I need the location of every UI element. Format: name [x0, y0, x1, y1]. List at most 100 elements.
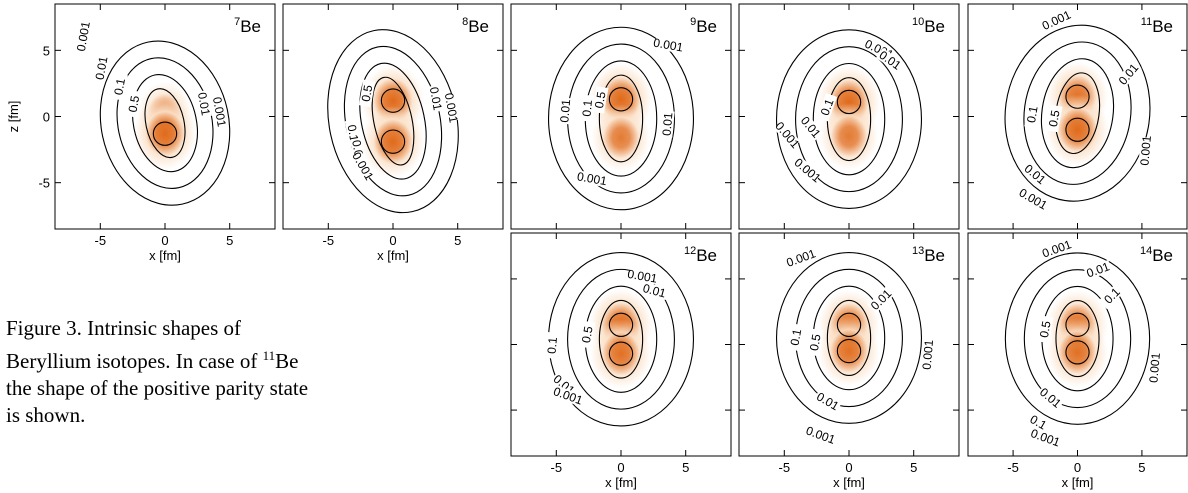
contour-label: 0.1	[818, 97, 837, 118]
contour-label: 0.001	[1017, 185, 1050, 212]
contour-label: 0.5	[592, 90, 609, 109]
isotope-mass: 10	[912, 16, 924, 28]
contour-line-0.001	[775, 29, 923, 209]
isotope-label: 11Be	[1141, 16, 1173, 36]
figure-caption: Figure 3. Intrinsic shapes of Beryllium …	[6, 315, 326, 429]
contour-line-0.1	[1040, 58, 1115, 169]
x-tick-label: -5	[779, 460, 791, 475]
isotope-label: 12Be	[684, 245, 717, 265]
isotope-label: 7Be	[234, 16, 261, 36]
x-tick-label: 5	[682, 460, 689, 475]
contour-core-1	[836, 89, 862, 115]
x-tick-label: 0	[161, 233, 168, 248]
contour-label: 0.001	[74, 20, 93, 52]
contour-label: 0.001	[920, 339, 937, 370]
caption-element: Be	[275, 349, 299, 373]
isotope-mass: 8	[462, 16, 468, 28]
x-tick-label: 5	[910, 460, 917, 475]
isotope-mass: 9	[690, 16, 696, 28]
caption-text: Intrinsic shapes of Beryllium isotopes. …	[6, 316, 263, 373]
contour-line-0.5	[371, 76, 415, 166]
isotope-element: Be	[696, 17, 717, 36]
contour-core-2	[836, 338, 862, 364]
contour-line-0.5	[144, 88, 186, 159]
contour-core-1	[380, 88, 406, 113]
contour-line-0.001	[99, 40, 231, 206]
contour-line-0.5	[598, 299, 644, 379]
contour-label: 0.001	[1146, 352, 1163, 383]
isotope-label: 8Be	[462, 16, 489, 36]
x-axis-title: x [fm]	[149, 248, 181, 263]
contour-label: 0.001	[552, 384, 585, 408]
contour-label: 0.01	[93, 55, 111, 81]
contour-core-1	[1065, 84, 1090, 109]
isotope-label: 9Be	[690, 16, 717, 36]
contour-core-1	[836, 312, 862, 338]
isotope-element: Be	[924, 246, 945, 265]
contour-core-2	[380, 129, 406, 154]
x-tick-label: 0	[845, 460, 852, 475]
isotope-mass: 13	[912, 245, 924, 257]
contour-line-0.1	[812, 62, 886, 176]
isotope-element: Be	[1152, 246, 1173, 265]
isotope-label: 13Be	[912, 245, 945, 265]
z-tick-label: -5	[38, 176, 50, 191]
contour-label: 0.5	[579, 325, 596, 344]
x-tick-label: 0	[617, 460, 624, 475]
contour-label: 0.5	[807, 333, 824, 352]
x-axis-title: x [fm]	[1062, 475, 1094, 490]
contour-label: 0.001	[1040, 237, 1073, 261]
contour-line-0.5	[598, 74, 644, 163]
x-axis-title: x [fm]	[377, 248, 409, 263]
z-tick-label: 5	[43, 43, 50, 58]
contour-label: 0.001	[1029, 426, 1062, 450]
contour-label: 0.01	[641, 281, 667, 301]
isotope-label: 10Be	[912, 16, 945, 36]
contour-label: 0.001	[442, 92, 461, 124]
contour-label: 0.001	[576, 169, 608, 188]
x-tick-label: -5	[551, 460, 563, 475]
contour-label: 0.1	[788, 327, 805, 346]
z-tick-label: 0	[43, 110, 50, 125]
isotope-mass: 7	[234, 16, 240, 28]
contour-line-0.001	[1004, 24, 1151, 202]
contour-core-1	[608, 87, 634, 112]
contour-line-0.1	[132, 74, 198, 173]
isotope-element: Be	[240, 17, 261, 36]
contour-line-0.001	[775, 251, 923, 424]
contour-label: 0.001	[1137, 135, 1154, 166]
x-tick-label: 0	[1074, 460, 1081, 475]
x-tick-label: 5	[454, 233, 461, 248]
contour-label: 0.01	[557, 98, 573, 123]
density-lobe-2	[590, 319, 652, 389]
caption-label: Figure 3.	[6, 316, 82, 340]
contour-core-1	[1065, 312, 1090, 337]
contour-label: 0.5	[1046, 109, 1063, 128]
contour-label: 0.1	[111, 77, 128, 96]
contour-line-0.01	[567, 268, 675, 410]
contour-label: 0.001	[626, 267, 658, 286]
density-lobe-2	[818, 316, 880, 386]
x-tick-label: 0	[389, 233, 396, 248]
contour-label: 0.1	[580, 99, 595, 117]
contour-line-0.01	[1023, 41, 1132, 185]
x-tick-label: 5	[226, 233, 233, 248]
contour-label: 0.01	[1085, 259, 1112, 280]
contour-label: 0.5	[126, 94, 143, 113]
density-lobe-2	[591, 104, 651, 171]
contour-label: 0.5	[1037, 320, 1054, 339]
contour-label: 0.001	[804, 423, 837, 447]
x-tick-label: -5	[95, 233, 107, 248]
contour-label: 0.1	[545, 336, 560, 354]
contour-label: 0.01	[427, 86, 445, 112]
contour-line-0.01	[1023, 269, 1132, 409]
z-axis-title: z [fm]	[6, 101, 21, 133]
contour-core-2	[152, 121, 178, 146]
isotope-label: 14Be	[1140, 245, 1173, 265]
isotope-mass: 12	[684, 245, 696, 257]
